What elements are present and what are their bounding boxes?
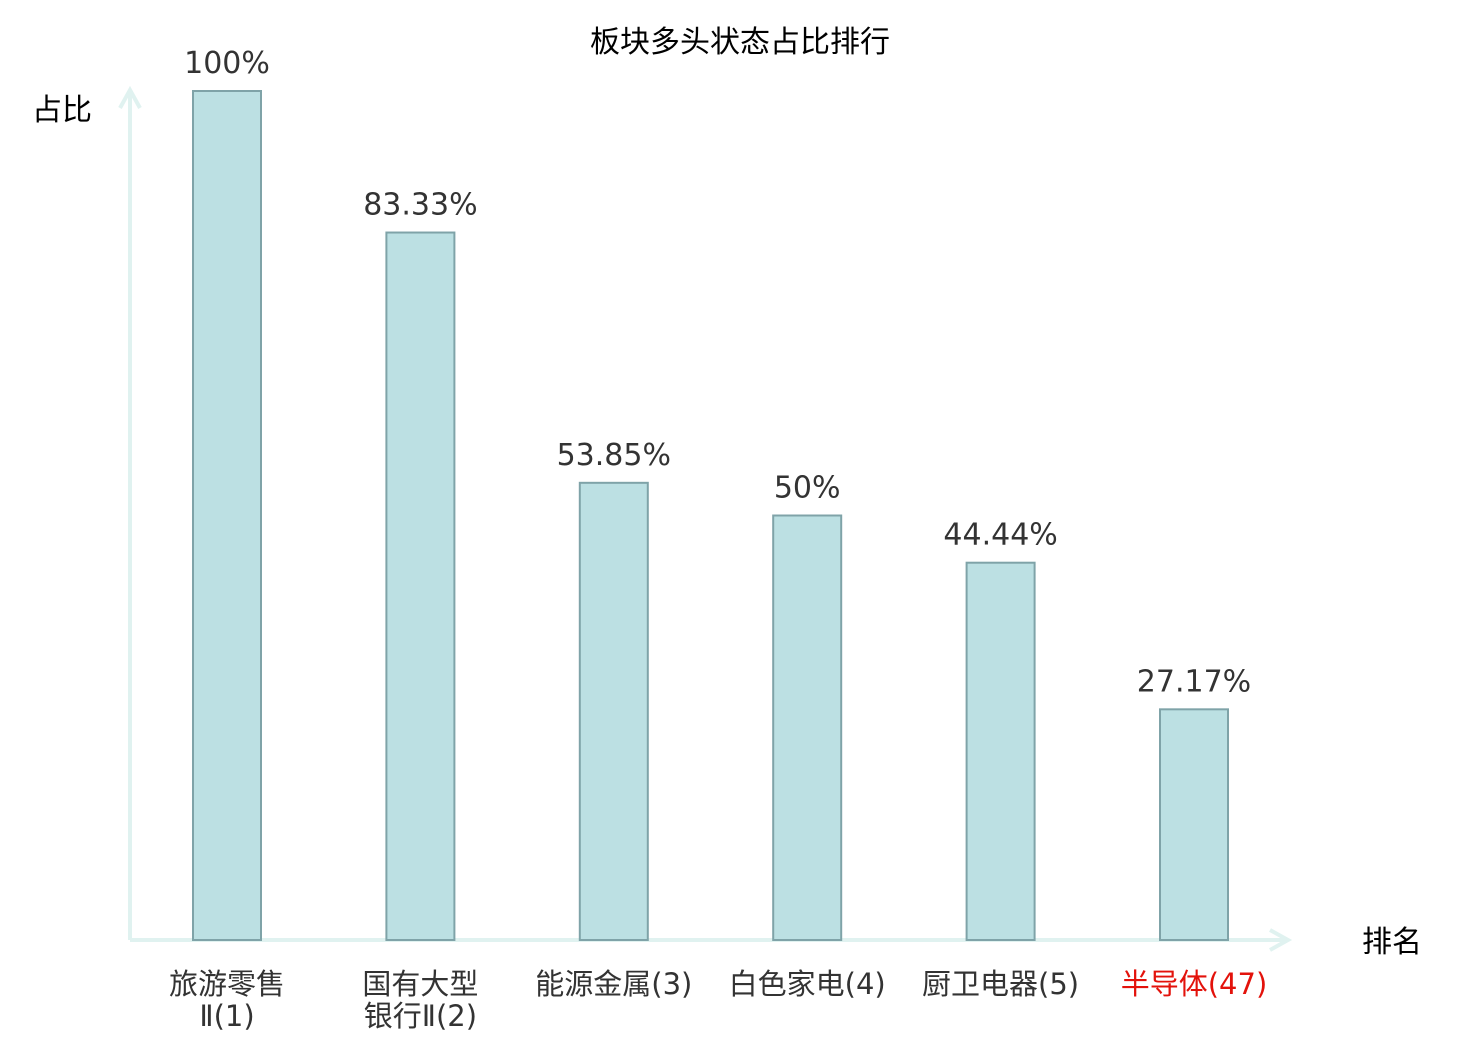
- category-tick-label: 能源金属(3): [535, 967, 692, 1001]
- category-tick-label: Ⅱ(1): [199, 999, 254, 1033]
- bar: [578, 481, 649, 941]
- value-label: 44.44%: [943, 518, 1057, 553]
- category-tick-label: 白色家电(4): [729, 967, 886, 1001]
- y-axis-label: 占比: [32, 93, 92, 128]
- value-label: 50%: [774, 471, 841, 506]
- category-tick-label: 厨卫电器(5): [922, 967, 1079, 1001]
- chart-title: 板块多头状态占比排行: [590, 25, 890, 60]
- bar: [772, 514, 843, 941]
- value-label: 83.33%: [363, 188, 477, 223]
- bar: [1159, 708, 1229, 942]
- bar: [965, 561, 1036, 941]
- x-axis-label: 排名: [1362, 925, 1422, 960]
- category-tick-label: 国有大型: [362, 967, 478, 1001]
- bars-group: [192, 90, 1229, 942]
- value-label: 53.85%: [557, 438, 671, 473]
- category-tick-label: 半导体(47): [1121, 967, 1268, 1001]
- bar: [192, 90, 262, 941]
- category-tick-label: 银行Ⅱ(2): [364, 999, 477, 1033]
- bar: [385, 231, 456, 941]
- value-label: 27.17%: [1137, 664, 1251, 699]
- value-label: 100%: [184, 46, 270, 81]
- category-tick-label: 旅游零售: [169, 967, 285, 1001]
- x-axis-arrow: [1269, 928, 1293, 952]
- y-axis-arrow: [118, 85, 142, 109]
- axes: [118, 85, 1293, 952]
